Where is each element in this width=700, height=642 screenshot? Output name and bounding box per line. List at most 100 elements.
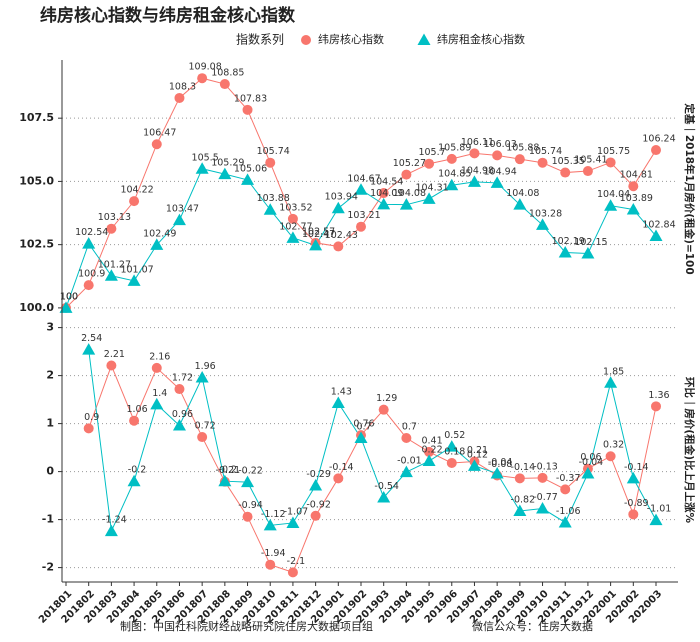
y-tick-label: 0 [46,465,54,478]
footer-account: 微信公众号：住房大数据 [472,619,593,633]
data-point [195,162,209,174]
data-point [150,238,164,250]
data-label: -1.24 [102,515,127,526]
data-label: 0.21 [467,445,488,456]
data-point [581,467,595,479]
data-point [331,396,345,408]
data-label: 108.85 [211,68,244,79]
data-point [513,198,527,210]
data-label: 0.18 [444,446,465,457]
y-axis-title: 定基｜2018年1月房价(租金)=100 [683,102,696,274]
data-label: 105.29 [211,158,244,169]
data-label: -1.07 [284,506,309,517]
data-point [378,188,389,199]
data-label: 105.06 [234,163,267,174]
data-label: 104.09 [370,188,403,199]
data-label: -0.89 [624,498,649,509]
y-tick-label: 102.5 [19,238,54,251]
data-point [127,474,141,487]
data-label: 2.21 [104,349,125,360]
legend-marker [417,33,431,45]
data-label: 0.41 [421,435,442,446]
data-label: -0.21 [216,465,241,476]
data-label: 105.27 [393,158,426,169]
data-label: 102.19 [552,236,585,247]
data-label: -0.04 [488,457,513,468]
data-point [560,167,571,178]
data-label: -0.77 [533,492,558,503]
data-point [604,199,618,211]
data-point [649,513,663,526]
data-label: -1.06 [556,506,581,517]
data-point [310,510,321,521]
data-point [287,213,298,224]
data-point [286,231,300,243]
data-label: -0.13 [533,461,558,472]
chart-title: 纬房核心指数与纬房租金核心指数 [40,5,296,26]
data-label: 102.77 [279,221,312,232]
data-point [626,471,640,484]
data-label: 106.03 [484,139,517,150]
data-point [151,362,162,373]
data-point [241,475,255,488]
data-label: -0.37 [556,473,581,484]
data-point [197,432,208,443]
data-point [605,157,616,168]
y-tick-label: 3 [46,321,54,334]
data-label: 102.84 [642,220,675,231]
data-label: 103.21 [347,210,380,221]
data-label: 103.89 [620,193,653,204]
data-label: 0.72 [195,421,216,432]
data-point [129,196,140,207]
data-point [242,511,253,522]
data-point [172,419,186,431]
data-label: 0.7 [402,422,417,433]
data-label: 102.43 [325,230,358,241]
data-point [265,157,276,168]
data-point [83,423,94,434]
data-point [265,559,276,570]
data-point [399,198,413,210]
data-point [286,516,300,528]
data-label: 106.47 [143,128,176,139]
data-label: 0.52 [444,430,465,441]
data-label: 101.07 [120,264,153,275]
data-label: 2.16 [149,351,170,362]
data-point [106,360,117,371]
data-point [127,274,141,286]
data-label: 104.22 [120,185,153,196]
data-point [333,241,344,252]
data-point [651,145,661,156]
data-point [129,415,140,426]
data-label: 104.31 [415,182,448,193]
data-point [83,280,94,291]
data-label: 2.54 [81,333,102,344]
data-label: 105.35 [552,156,585,167]
data-label: -0.08 [488,459,513,470]
data-point [581,247,595,259]
data-label: 103.28 [529,208,562,219]
data-label: 104.08 [393,188,426,199]
data-label: -0.82 [511,494,536,505]
data-point [331,201,345,214]
data-label: 105.7 [418,147,445,158]
legend-marker [301,35,311,45]
data-label: -2.1 [287,556,306,567]
data-point [106,223,117,234]
data-label: -0.2 [128,465,147,476]
data-point [219,79,230,90]
data-label: 104.67 [347,173,380,184]
data-point [536,502,550,514]
data-label: 105.89 [438,142,471,153]
data-point [195,371,209,383]
data-label: 1.85 [603,366,624,377]
data-label: 1.29 [376,393,397,404]
data-point [354,183,368,195]
legend-title: 指数系列 [236,32,284,47]
data-label: 103.94 [325,192,358,203]
data-point [628,181,639,192]
data-label: 0.76 [353,419,374,430]
data-point [59,301,73,313]
data-point [582,166,593,177]
